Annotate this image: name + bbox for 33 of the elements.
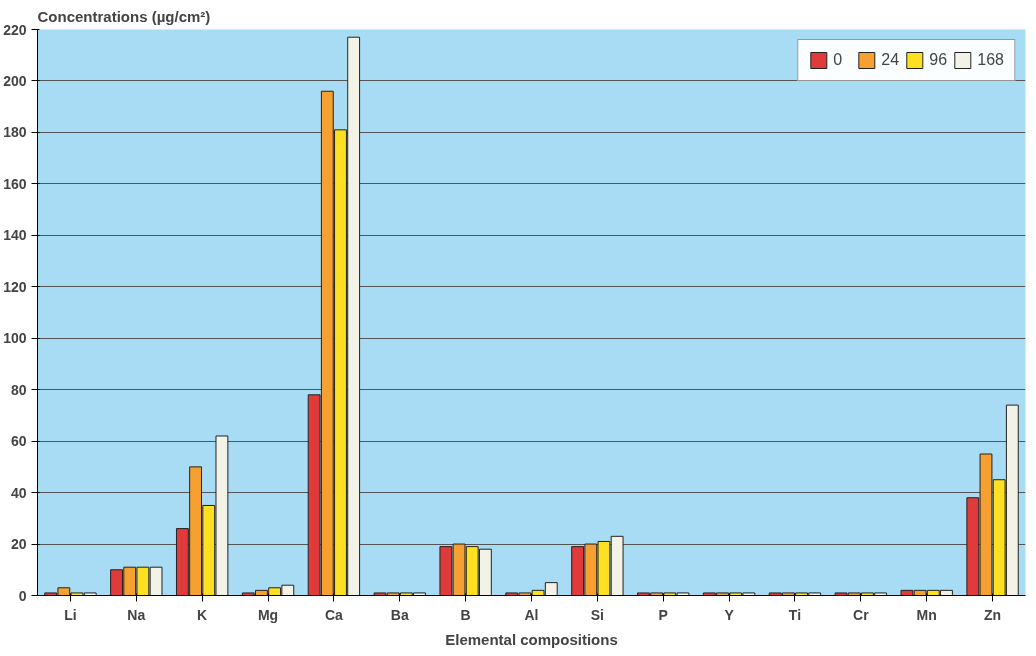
x-tick-label: Cr	[853, 606, 870, 623]
legend-label: 24	[881, 51, 901, 69]
y-tick-label: 180	[3, 124, 27, 141]
x-tick-label: Si	[590, 606, 604, 623]
y-tick-label: 0	[18, 587, 27, 604]
legend-label: 96	[929, 51, 949, 69]
legend-label: 0	[833, 51, 844, 69]
y-tick-label: 60	[10, 433, 27, 450]
x-tick-label: B	[460, 606, 471, 623]
x-tick-label: P	[658, 606, 668, 623]
y-tick-label: 160	[3, 175, 27, 192]
x-tick-label: Y	[724, 606, 735, 623]
legend-label: 168	[977, 51, 1004, 69]
x-tick-label: Na	[127, 606, 146, 623]
y-tick-label: 40	[10, 484, 27, 501]
x-tick-label: Zn	[984, 606, 1002, 623]
y-tick-label: 220	[3, 21, 27, 38]
x-tick-label: Ca	[324, 606, 344, 623]
x-tick-label: Al	[524, 606, 539, 623]
y-tick-label: 20	[10, 536, 27, 553]
x-tick-label: Ba	[390, 606, 409, 623]
x-tick-label: K	[197, 606, 208, 623]
x-axis-title: Elemental compositions	[445, 630, 618, 648]
x-tick-label: Mg	[257, 606, 279, 623]
y-tick-label: 200	[3, 72, 27, 89]
x-tick-label: Ti	[788, 606, 802, 623]
y-tick-label: 80	[10, 381, 27, 398]
x-tick-label: Li	[64, 606, 77, 623]
x-tick-label: Mn	[916, 606, 937, 623]
y-tick-label: 100	[3, 330, 27, 347]
y-tick-label: 140	[3, 227, 27, 244]
y-tick-label: 120	[3, 278, 27, 295]
y-axis-title: Concentrations (µg/cm²)	[37, 7, 211, 25]
